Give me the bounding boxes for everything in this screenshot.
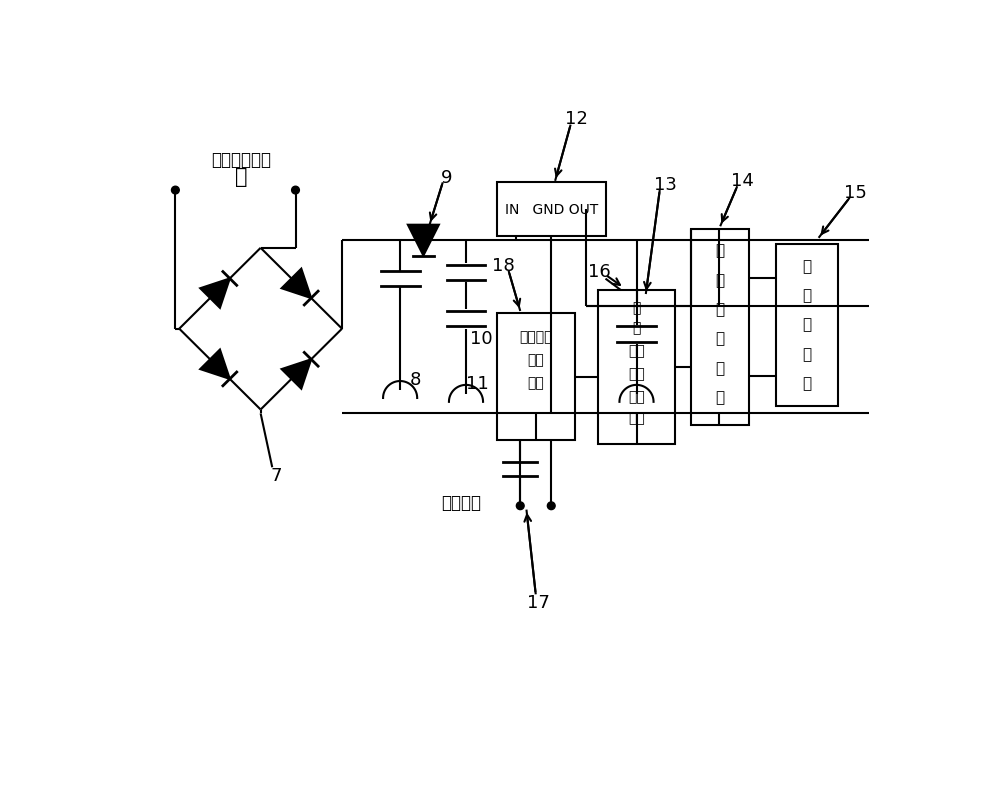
- Text: 器: 器: [802, 375, 812, 391]
- Text: 力: 力: [802, 288, 812, 303]
- Polygon shape: [408, 225, 439, 256]
- Text: 18: 18: [492, 257, 515, 274]
- Text: 17: 17: [527, 593, 550, 611]
- Text: 7: 7: [270, 467, 282, 484]
- Text: 通信: 通信: [628, 390, 645, 404]
- Text: 功率放大: 功率放大: [519, 330, 552, 344]
- Polygon shape: [282, 269, 311, 298]
- Text: 10: 10: [470, 330, 493, 347]
- Text: 12: 12: [565, 111, 587, 128]
- Bar: [776, 245, 838, 406]
- Circle shape: [547, 502, 555, 510]
- Text: 一: 一: [632, 321, 641, 334]
- Text: 制: 制: [715, 331, 724, 346]
- Text: 8: 8: [410, 371, 421, 388]
- Polygon shape: [200, 350, 230, 379]
- Circle shape: [292, 187, 299, 195]
- Text: 14: 14: [731, 172, 754, 190]
- Text: 15: 15: [844, 184, 867, 201]
- Text: 感: 感: [802, 346, 812, 362]
- Text: 电力: 电力: [628, 344, 645, 358]
- Text: 发送: 发送: [527, 353, 544, 367]
- Text: 元: 元: [715, 390, 724, 404]
- Text: 单: 单: [715, 360, 724, 375]
- Text: 第: 第: [632, 301, 641, 314]
- Text: 13: 13: [654, 176, 677, 193]
- Bar: [497, 183, 606, 237]
- Bar: [598, 291, 675, 444]
- Text: 16: 16: [588, 262, 611, 281]
- Text: 井: 井: [715, 243, 724, 258]
- Bar: [691, 229, 749, 425]
- Text: 载波: 载波: [628, 367, 645, 381]
- Text: 独立绕组电源: 独立绕组电源: [211, 151, 271, 169]
- Polygon shape: [282, 360, 311, 389]
- Text: 动力电缆: 动力电缆: [442, 493, 482, 512]
- Bar: [497, 314, 574, 441]
- Circle shape: [516, 502, 524, 510]
- Text: 11: 11: [466, 374, 489, 392]
- Circle shape: [172, 187, 179, 195]
- Text: IN   GND OUT: IN GND OUT: [505, 203, 598, 217]
- Text: 模块: 模块: [628, 411, 645, 425]
- Text: 传: 传: [802, 317, 812, 332]
- Text: 9: 9: [441, 168, 452, 187]
- Text: 压: 压: [802, 259, 812, 273]
- Text: 电路: 电路: [527, 376, 544, 390]
- Text: 下: 下: [715, 273, 724, 288]
- Polygon shape: [200, 279, 230, 309]
- Text: 控: 控: [715, 302, 724, 317]
- Text: ～: ～: [235, 167, 248, 187]
